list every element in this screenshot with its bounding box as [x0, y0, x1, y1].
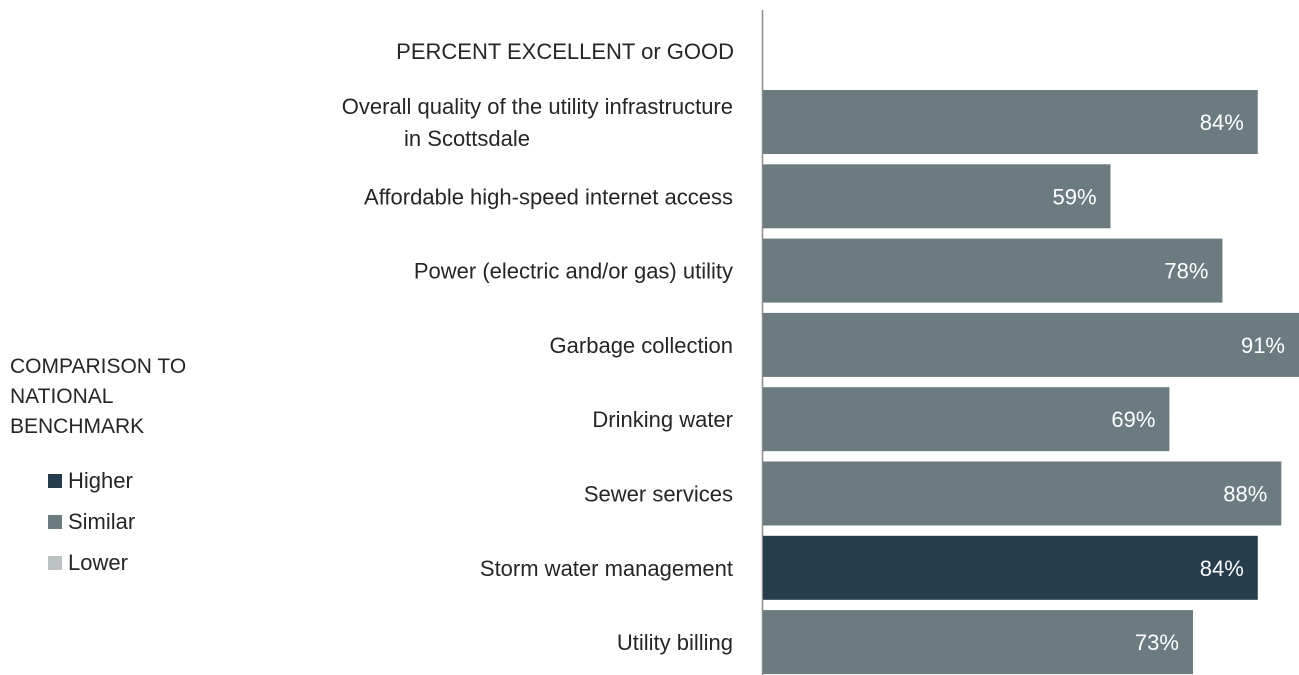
- bar-value-label: 84%: [1200, 556, 1244, 581]
- legend-label-similar: Similar: [68, 508, 136, 534]
- category-label: Garbage collection: [550, 333, 733, 358]
- legend-swatch-lower: [48, 555, 62, 570]
- legend-swatch-similar: [48, 514, 62, 529]
- bar-value-label: 59%: [1052, 184, 1096, 209]
- legend-label-higher: Higher: [68, 467, 133, 493]
- bar-value-label: 88%: [1223, 482, 1267, 507]
- bar-value-label: 73%: [1135, 630, 1179, 655]
- bar-value-label: 69%: [1111, 407, 1155, 432]
- bar-value-label: 84%: [1200, 110, 1244, 135]
- category-label: Affordable high-speed internet access: [364, 184, 733, 209]
- bar-value-label: 78%: [1164, 259, 1208, 284]
- legend-item-lower: Lower: [48, 542, 250, 583]
- legend-item-similar: Similar: [48, 501, 250, 542]
- bar: [763, 90, 1258, 154]
- bar: [763, 610, 1193, 675]
- bar: [763, 535, 1258, 600]
- legend-title: COMPARISON TO NATIONAL BENCHMARK: [10, 355, 187, 438]
- legend-item-higher: Higher: [48, 460, 250, 501]
- bar: [763, 461, 1282, 526]
- bar: [763, 387, 1170, 452]
- legend-swatch-higher: [48, 473, 62, 488]
- legend-items: Higher Similar Lower: [48, 460, 250, 583]
- legend: COMPARISON TO NATIONAL BENCHMARK Higher …: [10, 352, 250, 583]
- chart-title: PERCENT EXCELLENT or GOOD: [396, 39, 734, 64]
- category-label: Power (electric and/or gas) utility: [414, 259, 733, 284]
- category-labels: Overall quality of the utility infrastru…: [342, 94, 733, 655]
- bar: [763, 312, 1299, 377]
- bar: [763, 238, 1223, 303]
- bars: [763, 90, 1299, 675]
- category-label: Drinking water: [592, 407, 733, 432]
- value-labels: 84% 59% 78% 91% 69% 88% 84% 73%: [1052, 110, 1285, 655]
- category-label: Overall quality of the utility infrastru…: [342, 94, 733, 151]
- legend-label-lower: Lower: [68, 549, 128, 575]
- bar: [763, 164, 1111, 229]
- category-label: Sewer services: [584, 482, 733, 507]
- bar-value-label: 91%: [1241, 333, 1285, 358]
- category-label: Storm water management: [480, 556, 733, 581]
- category-label: Utility billing: [617, 630, 733, 655]
